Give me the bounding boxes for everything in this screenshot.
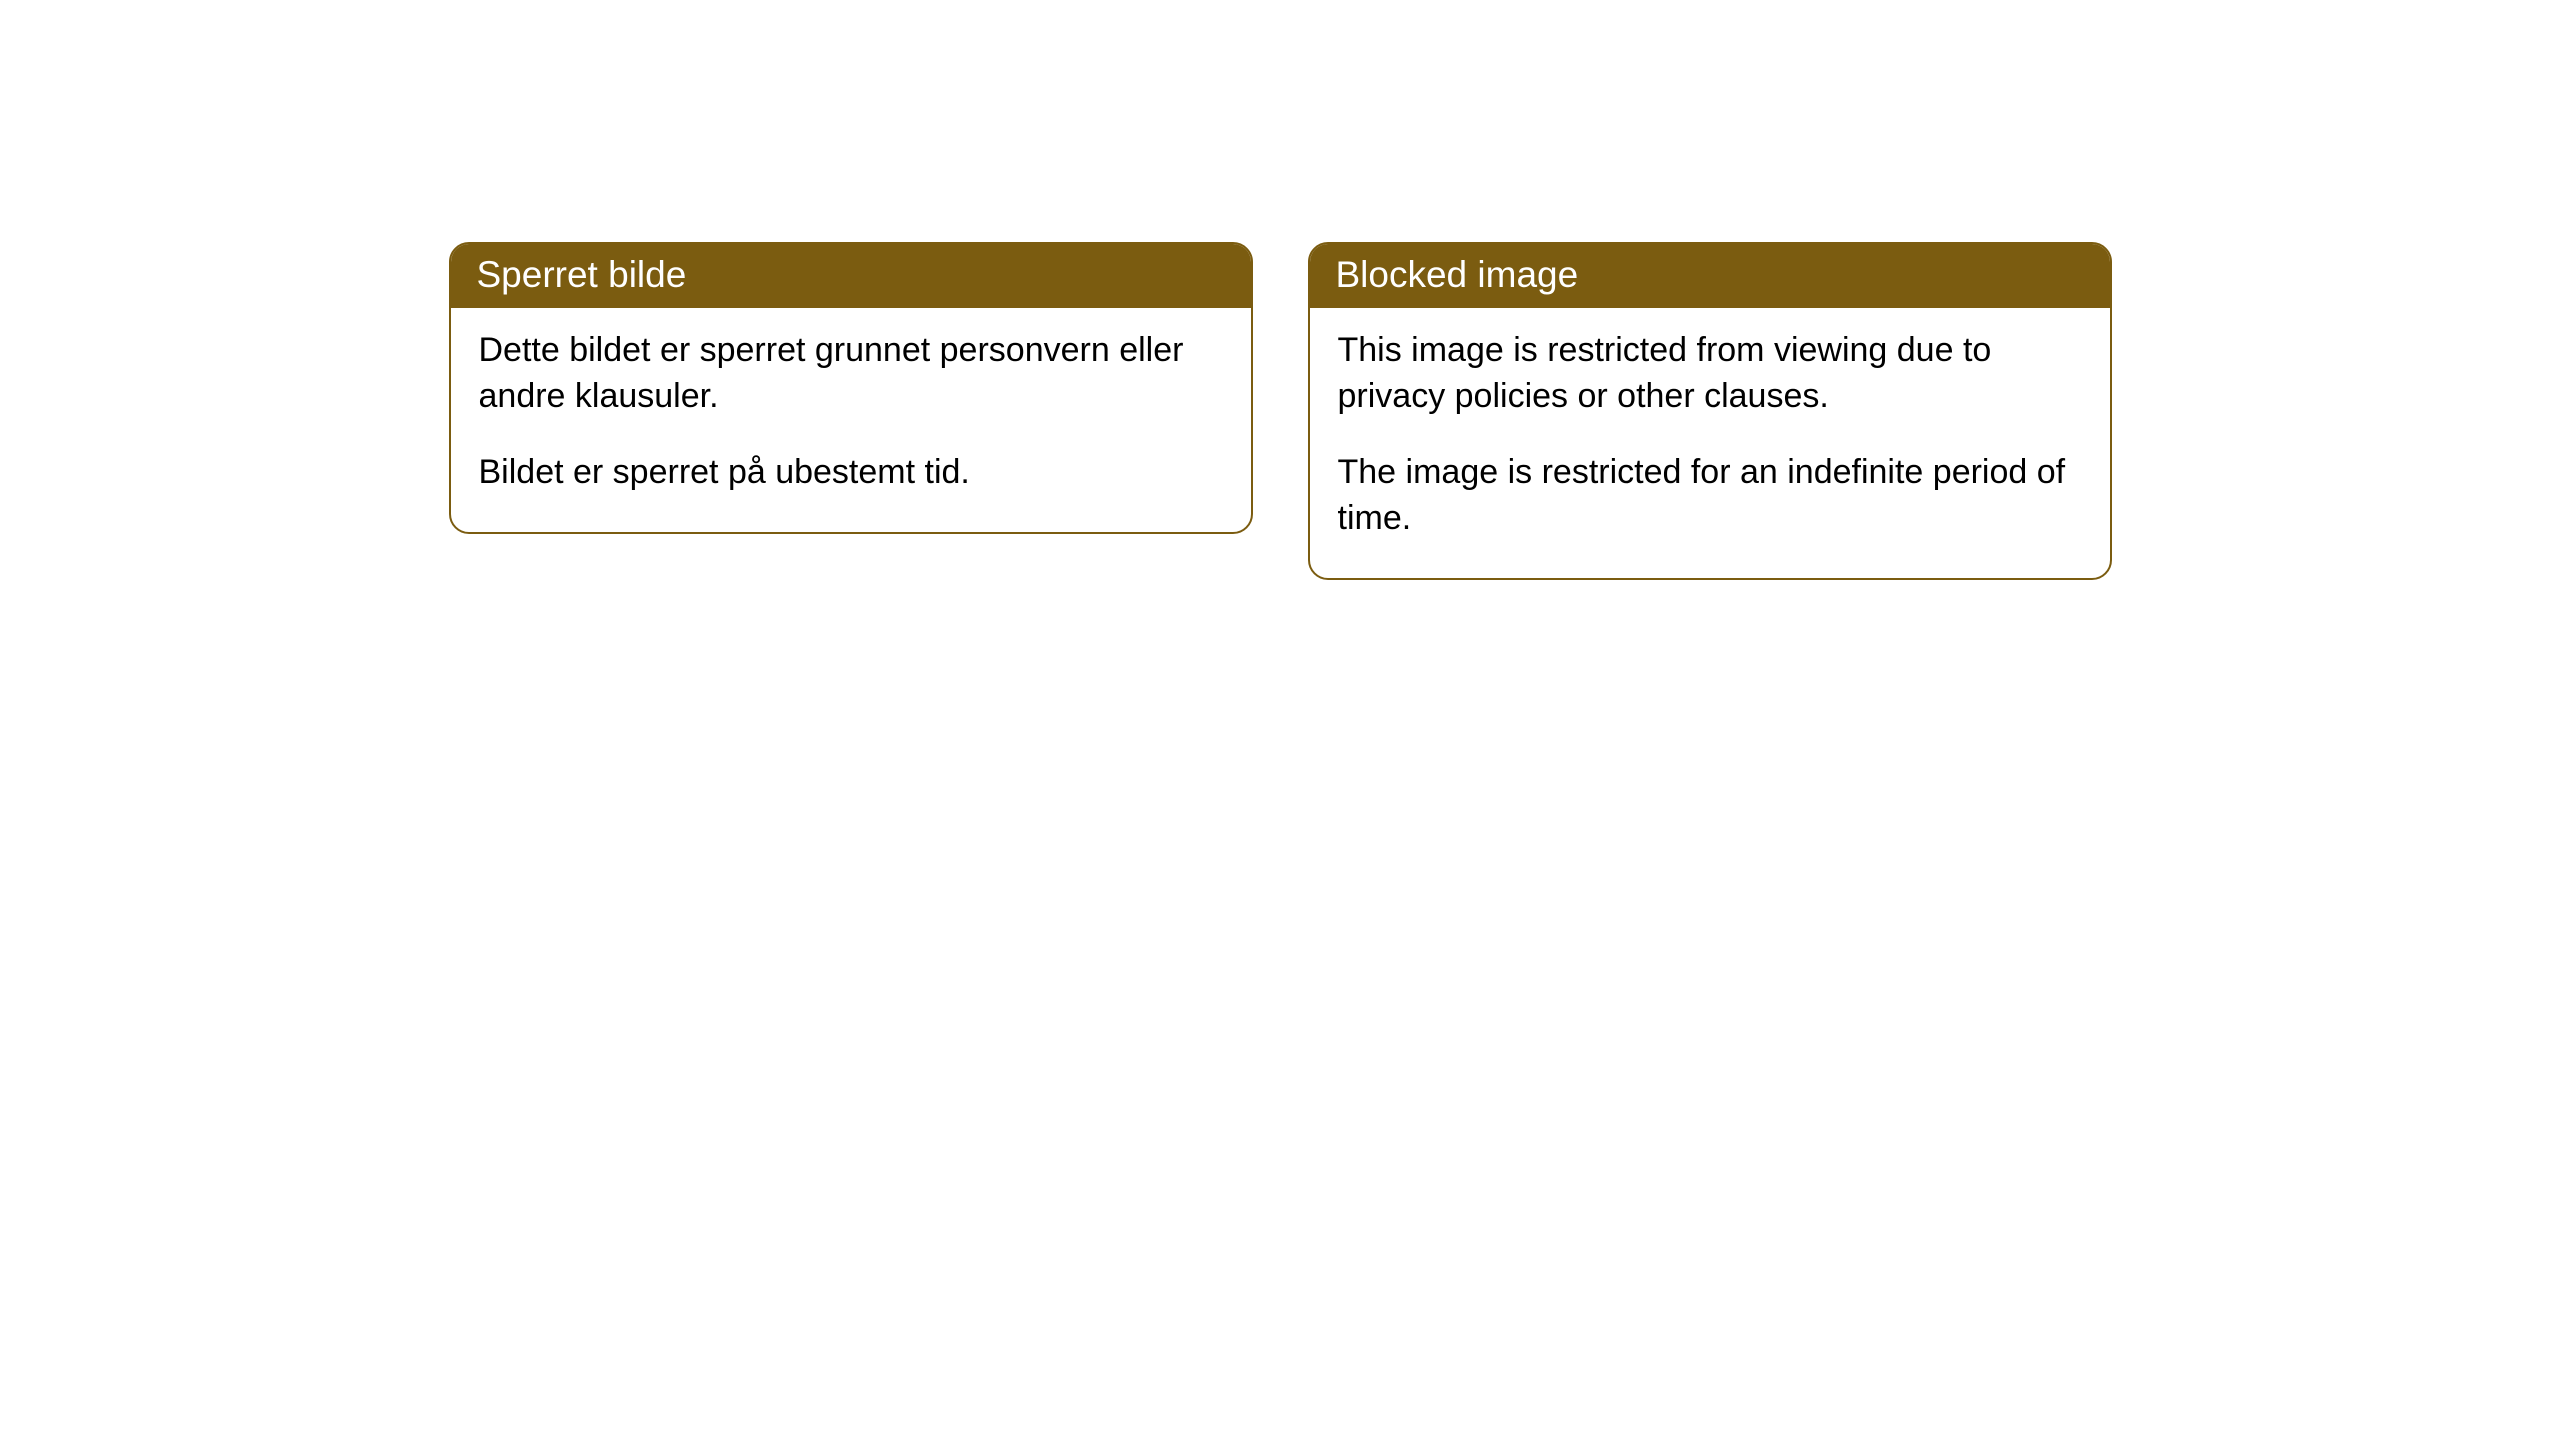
blocked-image-card-norwegian: Sperret bilde Dette bildet er sperret gr…: [449, 242, 1253, 534]
card-paragraph-2: Bildet er sperret på ubestemt tid.: [479, 450, 1223, 496]
card-paragraph-1: This image is restricted from viewing du…: [1338, 328, 2082, 420]
blocked-image-card-english: Blocked image This image is restricted f…: [1308, 242, 2112, 580]
card-title: Sperret bilde: [477, 254, 687, 295]
card-body: Dette bildet er sperret grunnet personve…: [451, 308, 1251, 532]
card-body: This image is restricted from viewing du…: [1310, 308, 2110, 578]
card-paragraph-1: Dette bildet er sperret grunnet personve…: [479, 328, 1223, 420]
card-title: Blocked image: [1336, 254, 1579, 295]
card-paragraph-2: The image is restricted for an indefinit…: [1338, 450, 2082, 542]
card-header: Blocked image: [1310, 244, 2110, 308]
card-header: Sperret bilde: [451, 244, 1251, 308]
